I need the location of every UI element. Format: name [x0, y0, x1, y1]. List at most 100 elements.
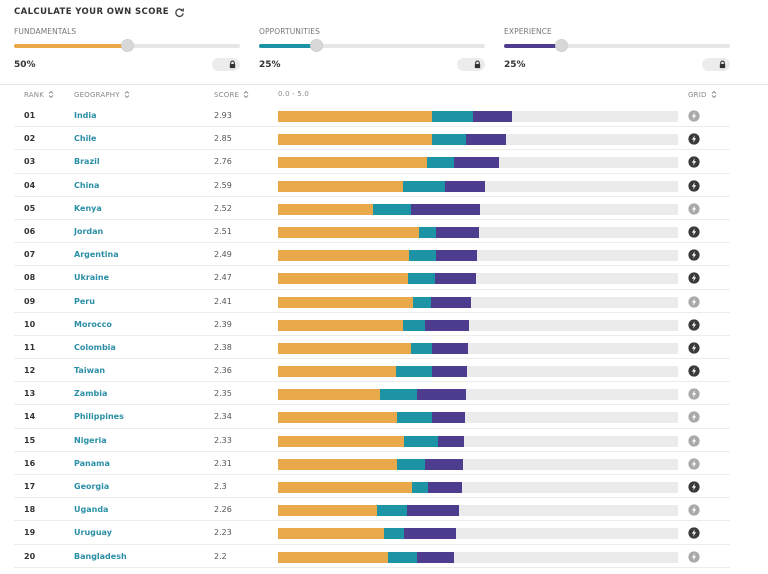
table-row[interactable]: 20 Bangladesh 2.2 — [14, 545, 730, 568]
fundamentals-segment — [278, 273, 409, 285]
geography-link[interactable]: Kenya — [74, 203, 102, 213]
geography-link[interactable]: Nigeria — [74, 435, 107, 445]
table-row[interactable]: 04 China 2.59 — [14, 174, 730, 197]
score-cell: 2.38 — [214, 342, 232, 352]
table-row[interactable]: 16 Panama 2.31 — [14, 452, 730, 475]
lightning-bolt-icon[interactable] — [688, 156, 700, 168]
experience-slider-handle[interactable] — [554, 39, 568, 52]
lightning-bolt-icon[interactable] — [688, 110, 700, 122]
geography-link[interactable]: Argentina — [74, 250, 119, 260]
table-row[interactable]: 18 Uganda 2.26 — [14, 498, 730, 522]
geography-link[interactable]: Morocco — [74, 319, 112, 329]
experience-lock-toggle[interactable] — [702, 58, 730, 71]
lightning-bolt-icon[interactable] — [688, 435, 700, 447]
opportunities-lock-toggle[interactable] — [457, 58, 485, 71]
geography-link[interactable]: Jordan — [74, 226, 104, 236]
score-bar — [278, 551, 678, 563]
geography-link[interactable]: India — [74, 111, 97, 120]
rank-column-header[interactable]: RANK — [24, 90, 54, 99]
score-column-header[interactable]: SCORE — [214, 90, 249, 99]
opportunities-segment — [426, 157, 454, 169]
opportunities-slider[interactable] — [259, 39, 485, 52]
lightning-bolt-icon[interactable] — [688, 179, 700, 192]
experience-value: 25% — [504, 60, 526, 70]
lightning-bolt-icon[interactable] — [688, 272, 700, 284]
geography-header-label: GEOGRAPHY — [74, 90, 120, 99]
table-row[interactable]: 14 Philippines 2.34 — [14, 405, 730, 429]
geography-column-header[interactable]: GEOGRAPHY — [74, 90, 130, 99]
table-row[interactable]: 03 Brazil 2.76 — [14, 150, 730, 174]
geography-link[interactable]: Uruguay — [74, 528, 112, 538]
opportunities-segment — [380, 389, 418, 401]
geography-link[interactable]: Uganda — [74, 505, 109, 515]
lightning-bolt-icon[interactable] — [688, 226, 700, 238]
geography-link[interactable]: Brazil — [74, 157, 100, 167]
geography-link[interactable]: Ukraine — [74, 273, 110, 283]
fundamentals-lock-toggle[interactable] — [212, 58, 240, 71]
opportunities-label: OPPORTUNITIES — [259, 27, 321, 36]
table-row[interactable]: 05 Kenya 2.52 — [14, 197, 730, 220]
experience-segment — [453, 157, 499, 169]
lightning-bolt-icon[interactable] — [688, 504, 700, 516]
refresh-icon[interactable] — [174, 7, 185, 18]
score-cell: 2.36 — [214, 366, 232, 376]
lightning-bolt-icon[interactable] — [688, 527, 700, 539]
geography-link[interactable]: Taiwan — [74, 366, 106, 376]
geography-link[interactable]: Bangladesh — [74, 551, 127, 561]
lightning-bolt-icon[interactable] — [688, 203, 700, 215]
opportunities-segment — [384, 528, 404, 540]
table-row[interactable]: 15 Nigeria 2.33 — [14, 429, 730, 452]
fundamentals-slider[interactable] — [14, 39, 240, 52]
table-row[interactable]: 06 Jordan 2.51 — [14, 220, 730, 244]
opportunities-segment — [387, 551, 418, 563]
geography-link[interactable]: Colombia — [74, 342, 116, 352]
rank-cell: 08 — [24, 273, 36, 283]
lightning-bolt-icon[interactable] — [688, 411, 700, 424]
lightning-bolt-icon[interactable] — [688, 365, 700, 377]
geography-link[interactable]: Panama — [74, 458, 110, 468]
lightning-bolt-icon[interactable] — [688, 133, 700, 145]
rank-cell: 17 — [24, 482, 36, 491]
geography-link[interactable]: Chile — [74, 134, 97, 144]
lightning-bolt-icon[interactable] — [688, 481, 700, 493]
score-bar — [278, 134, 678, 146]
fundamentals-segment — [278, 412, 398, 424]
lightning-bolt-icon[interactable] — [688, 319, 700, 331]
table-row[interactable]: 09 Peru 2.41 — [14, 290, 730, 313]
opportunities-segment — [377, 505, 407, 517]
opportunities-slider-handle[interactable] — [309, 39, 323, 52]
geography-link[interactable]: Philippines — [74, 412, 124, 422]
lightning-bolt-icon[interactable] — [688, 295, 700, 308]
opportunities-segment — [410, 342, 432, 354]
rank-cell: 19 — [24, 528, 36, 538]
rank-cell: 16 — [24, 458, 36, 468]
table-row[interactable]: 12 Taiwan 2.36 — [14, 359, 730, 383]
geography-link[interactable]: Georgia — [74, 482, 110, 491]
table-row[interactable]: 01 India 2.93 — [14, 104, 730, 128]
opportunities-segment — [373, 203, 411, 215]
table-row[interactable]: 11 Colombia 2.38 — [14, 336, 730, 360]
experience-slider[interactable] — [504, 39, 730, 52]
table-row[interactable]: 07 Argentina 2.49 — [14, 243, 730, 267]
table-row[interactable]: 19 Uruguay 2.23 — [14, 521, 730, 545]
geography-link[interactable]: Peru — [74, 296, 95, 306]
lightning-bolt-icon[interactable] — [688, 249, 700, 261]
fundamentals-segment — [278, 482, 412, 493]
fundamentals-label: FUNDAMENTALS — [14, 27, 77, 36]
lightning-bolt-icon[interactable] — [688, 458, 700, 470]
geography-link[interactable]: China — [74, 180, 100, 190]
lightning-bolt-icon[interactable] — [688, 388, 700, 400]
table-row[interactable]: 17 Georgia 2.3 — [14, 475, 730, 499]
geography-link[interactable]: Zambia — [74, 389, 108, 399]
table-row[interactable]: 10 Morocco 2.39 — [14, 313, 730, 336]
scale-column-header: 0.0 - 5.0 — [278, 90, 309, 98]
table-row[interactable]: 13 Zambia 2.35 — [14, 382, 730, 406]
score-bar — [278, 111, 678, 122]
score-bar — [278, 226, 678, 238]
grid-column-header[interactable]: GRID — [688, 90, 717, 99]
fundamentals-slider-handle[interactable] — [121, 39, 134, 52]
table-row[interactable]: 02 Chile 2.85 — [14, 127, 730, 151]
lightning-bolt-icon[interactable] — [688, 342, 700, 354]
table-row[interactable]: 08 Ukraine 2.47 — [14, 266, 730, 290]
lightning-bolt-icon[interactable] — [688, 550, 700, 563]
